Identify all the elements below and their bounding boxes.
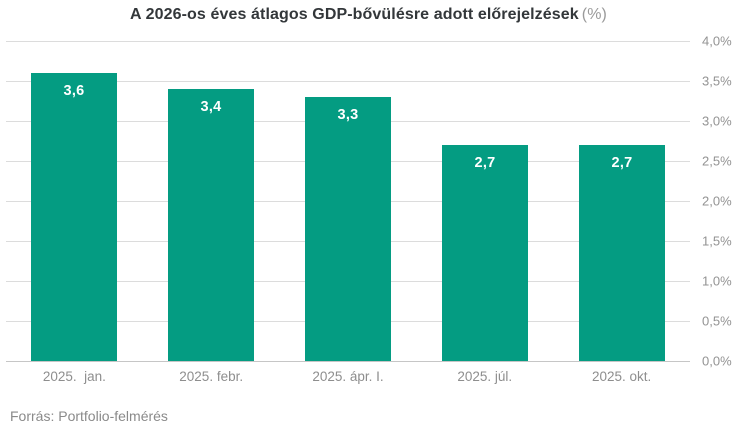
- y-tick-label: 3,5%: [702, 73, 732, 89]
- x-tick-label: 2025. júl.: [457, 369, 513, 384]
- bar-value-label: 3,4: [200, 99, 222, 115]
- x-tick-label: 2025. febr.: [179, 369, 244, 384]
- bar-value-label: 2,7: [474, 155, 496, 171]
- bar-5: 2,7: [579, 145, 665, 361]
- gridline: [6, 41, 690, 42]
- plot-area: 3,6 3,4 3,3 2,7 2,7: [6, 41, 690, 362]
- y-tick-label: 2,5%: [702, 153, 732, 169]
- bar-3: 3,3: [305, 97, 391, 361]
- y-tick-label: 1,0%: [702, 273, 732, 289]
- x-tick-label: 2025. okt.: [591, 369, 652, 384]
- y-axis: 4,0% 3,5% 3,0% 2,5% 2,0% 1,5% 1,0% 0,5% 0,0%: [702, 34, 737, 369]
- x-axis: 2025. jan. 2025. febr. 2025. ápr. I. 2025. …: [6, 366, 690, 388]
- y-tick-label: 0,0%: [702, 353, 732, 369]
- y-tick-label: 1,5%: [702, 233, 732, 249]
- chart-title: A 2026-os éves átlagos GDP-bővülésre ado…: [0, 6, 737, 24]
- y-tick-label: 0,5%: [702, 313, 732, 329]
- bar-2: 3,4: [168, 89, 254, 361]
- bar-value-label: 2,7: [611, 155, 633, 171]
- gridline: [6, 81, 690, 82]
- gridline: [6, 361, 690, 362]
- chart-title-text: A 2026-os éves átlagos GDP-bővülésre ado…: [130, 6, 579, 23]
- y-tick-label: 2,0%: [702, 193, 732, 209]
- x-tick-label: 2025. jan.: [42, 369, 106, 384]
- chart-title-unit: (%): [581, 6, 607, 23]
- bar-value-label: 3,6: [63, 83, 85, 99]
- x-tick-label: 2025. ápr. I.: [312, 369, 384, 384]
- y-tick-label: 3,0%: [702, 113, 732, 129]
- y-tick-label: 4,0%: [702, 33, 732, 49]
- bar-value-label: 3,3: [337, 107, 359, 123]
- bar-1: 3,6: [31, 73, 117, 361]
- bar-4: 2,7: [442, 145, 528, 361]
- source-label: Forrás: Portfolio-felmérés: [10, 408, 168, 424]
